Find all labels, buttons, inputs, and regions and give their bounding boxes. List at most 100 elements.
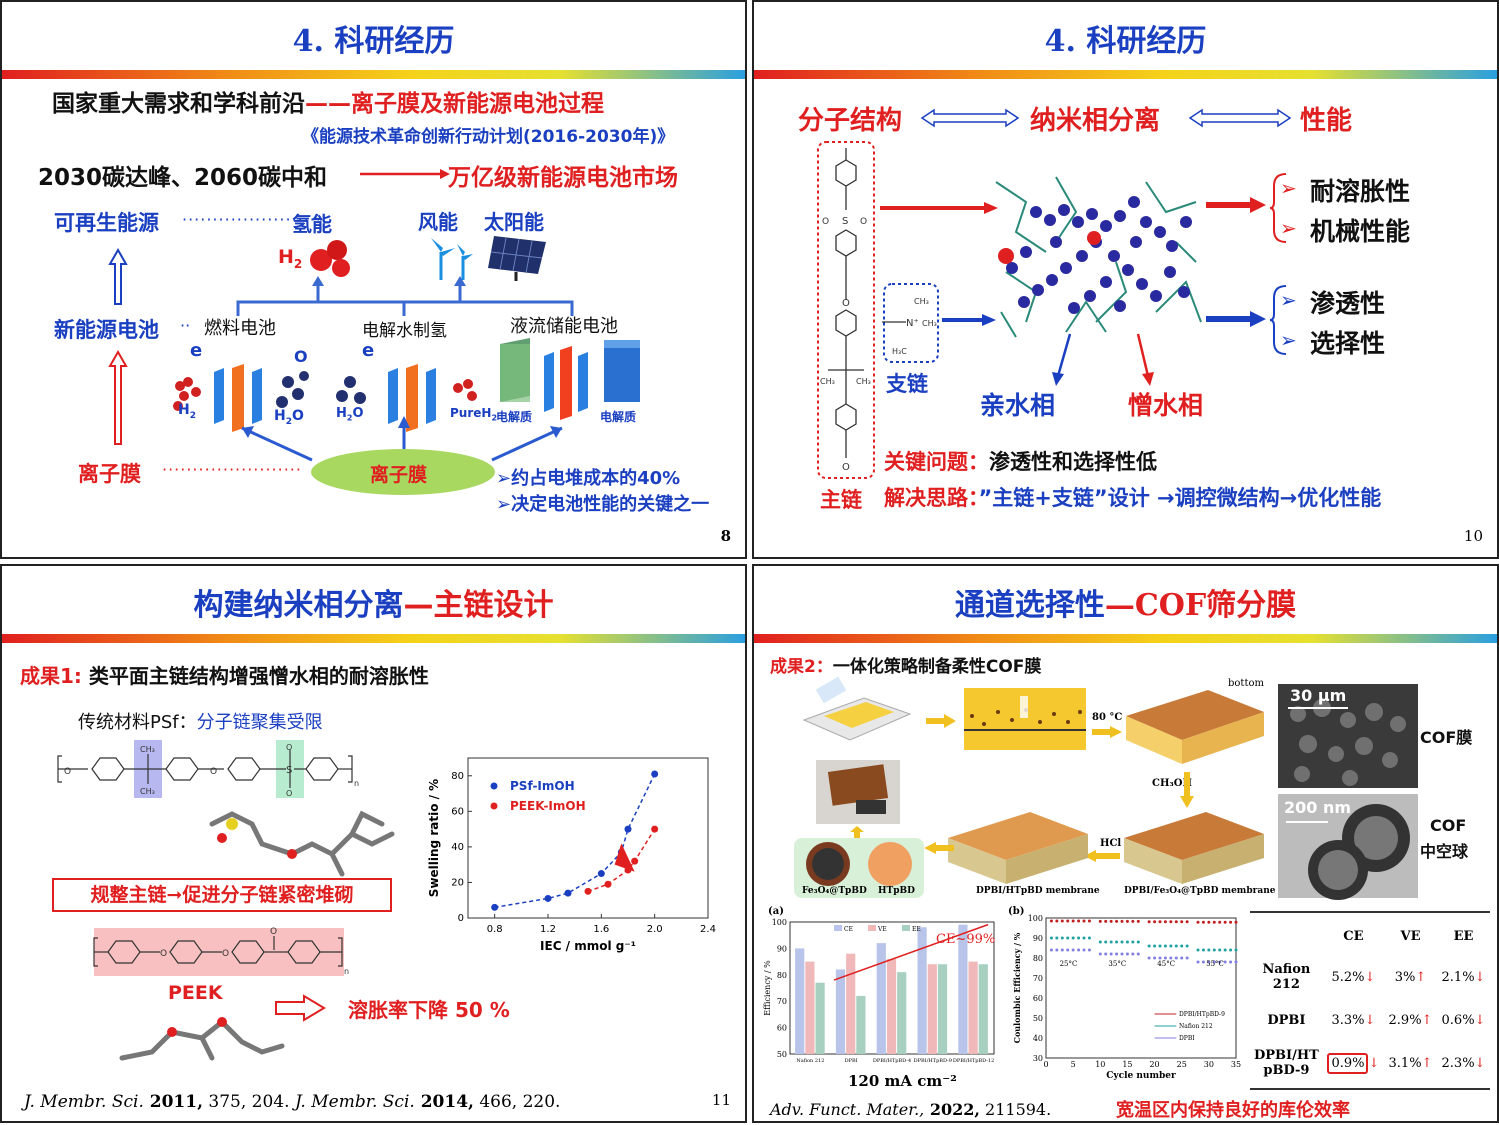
peek-3d-model xyxy=(119,1017,285,1061)
up-arrow-red-icon xyxy=(108,349,128,445)
arrow-down-yellow-icon xyxy=(1180,772,1194,808)
y-tick-label: 30 xyxy=(1033,1054,1043,1063)
x-axis-label: IEC / mmol g⁻¹ xyxy=(540,939,636,953)
y-tick-label: 70 xyxy=(1033,974,1043,983)
data-point xyxy=(1201,920,1205,924)
wind-label: 风能 xyxy=(418,210,458,234)
svg-text:CH₃: CH₃ xyxy=(856,377,871,386)
trend-arrow xyxy=(833,923,989,981)
dotted-leader: ······················· xyxy=(182,210,322,229)
data-point xyxy=(1055,936,1059,940)
data-point xyxy=(1223,960,1227,964)
data-point xyxy=(1125,940,1129,944)
data-point xyxy=(1158,920,1162,924)
legend-label: Nafion 212 xyxy=(1179,1023,1213,1030)
arrow-down-icon: ↓ xyxy=(1364,969,1376,985)
slide-10: 4. 科研经历 分子结构 纳米相分离 性能 S O O O CH₃ CH₃ O … xyxy=(752,0,1499,559)
annotation: 45°C xyxy=(1157,960,1175,968)
title-bar xyxy=(754,70,1497,79)
y-tick-label: 60 xyxy=(777,1024,787,1033)
row-name: Nafion 212 xyxy=(1262,962,1311,992)
data-point xyxy=(1169,920,1173,924)
wind-turbine-icon xyxy=(431,238,473,280)
svg-text:O: O xyxy=(64,767,71,777)
flow-battery-label: 液流储能电池 xyxy=(510,316,618,337)
data-point xyxy=(1153,920,1157,924)
data-point xyxy=(1185,920,1189,924)
hydrophilic-label: 亲水相 xyxy=(980,391,1056,420)
data-point xyxy=(1060,936,1064,940)
data-point xyxy=(631,857,639,865)
data-point xyxy=(1158,944,1162,948)
ion-membrane-label: 离子膜 xyxy=(78,462,141,486)
x-tick-label: 1.6 xyxy=(593,924,609,935)
dotted-leader: ······················· xyxy=(162,460,302,479)
data-point xyxy=(1060,948,1064,952)
side-chain-structure: N⁺ CH₃ CH₃ H₃C xyxy=(882,283,939,363)
data-point xyxy=(1120,952,1124,956)
svg-text:S: S xyxy=(842,216,848,227)
page-number: 8 xyxy=(720,527,731,545)
y-tick-label: 20 xyxy=(451,877,464,888)
data-point xyxy=(1229,948,1233,952)
x-tick-label: 0.8 xyxy=(487,924,503,935)
data-point xyxy=(1180,956,1184,960)
bar xyxy=(886,958,897,1054)
arrow-down-icon: ↓ xyxy=(1474,1055,1486,1071)
data-point xyxy=(1163,944,1167,948)
prop-permeability: 渗透性 xyxy=(1310,289,1386,318)
data-point xyxy=(1174,944,1178,948)
arrow-up-icon: ↑ xyxy=(1415,969,1427,985)
headline-1: 国家重大需求和学科前沿——离子膜及新能源电池过程 xyxy=(52,91,604,117)
x-tick-label: 25 xyxy=(1177,1060,1187,1069)
arrow-right-yellow-icon xyxy=(926,714,956,728)
cof-sphere-label-b: 中空球 xyxy=(1420,842,1469,861)
data-point xyxy=(564,889,572,897)
data-point xyxy=(1153,944,1157,948)
side-chain-label: 支链 xyxy=(886,372,928,396)
chevron-right-icon: ➢ xyxy=(1280,176,1297,200)
y-tick-label: 100 xyxy=(1028,914,1043,923)
legend-label: CE xyxy=(844,926,853,933)
cell-ve: 2.9%↑ xyxy=(1388,1012,1433,1028)
cell-ce: 0.9% ↓ xyxy=(1323,1040,1384,1086)
data-point xyxy=(1234,948,1238,952)
data-point xyxy=(1115,952,1119,956)
data-point xyxy=(1163,956,1167,960)
arrow-right-icon xyxy=(360,169,450,179)
swelling-drop: 溶胀率下降 50 % xyxy=(348,998,510,1022)
prop-selectivity: 选择性 xyxy=(1310,329,1386,358)
data-point xyxy=(1212,948,1216,952)
svg-text:O: O xyxy=(270,927,277,937)
data-point xyxy=(1077,936,1081,940)
data-point xyxy=(1071,919,1075,923)
data-point xyxy=(1207,920,1211,924)
note-cost: ➢约占电堆成本的40% xyxy=(496,468,681,489)
note-key: ➢决定电池性能的关键之一 xyxy=(496,494,710,515)
bracket-red xyxy=(1269,173,1287,243)
row-name: DPBI xyxy=(1267,1012,1306,1028)
svg-text:CH₃: CH₃ xyxy=(140,745,155,754)
arrow-up-icon: ↑ xyxy=(1421,1012,1433,1028)
series-line xyxy=(494,773,656,909)
data-point xyxy=(1115,940,1119,944)
y-tick-label: 90 xyxy=(1033,934,1043,943)
data-point xyxy=(1082,936,1086,940)
bar xyxy=(897,972,907,1054)
data-point xyxy=(1049,919,1053,923)
legend-marker xyxy=(902,925,910,931)
y-tick-label: 40 xyxy=(451,842,464,853)
x-tick-label: 15 xyxy=(1122,1060,1132,1069)
data-point xyxy=(1109,940,1113,944)
sem-image xyxy=(1278,684,1418,788)
double-arrow-icon xyxy=(1188,108,1292,128)
arrow-right-blue-icon xyxy=(1206,311,1266,327)
arrow-up-icon: ↑ xyxy=(1421,1055,1433,1071)
y-axis-label: Efficiency / % xyxy=(763,960,772,1016)
bar xyxy=(968,961,978,1054)
hollow-arrow-icon xyxy=(275,994,326,1022)
data-point xyxy=(1196,960,1200,964)
particle-illustration xyxy=(794,838,924,898)
legend-label: EE xyxy=(912,926,921,933)
data-point xyxy=(1136,940,1140,944)
